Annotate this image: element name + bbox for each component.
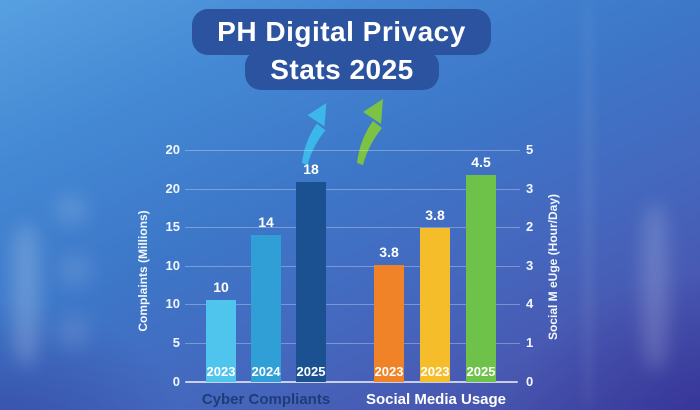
gridline-0 [185, 150, 520, 151]
bg-light-streak-right [642, 205, 668, 370]
right-axis-tick-2: 2 [526, 219, 534, 234]
title-line1: PH Digital Privacy [217, 16, 466, 47]
right-axis-tick-1: 3 [526, 180, 534, 196]
bar-value-label: 14 [258, 214, 274, 230]
group-label-0: Cyber Compliants [201, 391, 331, 408]
bar-social-media-usage-2023: 2023 [374, 265, 404, 382]
group-label-1: Social Media Usage [365, 391, 507, 408]
bar-value-label: 10 [213, 279, 229, 295]
bar-value-label: 3.8 [379, 244, 399, 260]
right-axis-tick-5: 1 [526, 334, 534, 350]
bg-bokeh-1 [55, 195, 87, 225]
title-line2: Stats 2025 [270, 54, 414, 85]
bar-value-label: 4.5 [471, 154, 491, 170]
bg-light-band-right [583, 0, 593, 410]
title-badge-line1: PH Digital Privacy [192, 9, 491, 55]
right-axis-tick-4: 4 [526, 296, 534, 311]
bg-bokeh-2 [58, 255, 92, 287]
bar-year-label: 2025 [296, 364, 326, 379]
bg-bokeh-3 [56, 315, 90, 349]
title-badge-line2: Stats 2025 [245, 50, 439, 90]
left-axis-tick-0: 20 [165, 142, 180, 157]
bar-social-media-usage-2025: 2025 [466, 175, 496, 382]
left-axis-tick-6: 0 [172, 374, 180, 389]
x-axis-baseline [185, 381, 518, 383]
bar-cyber-compliants-2023: 2023 [206, 300, 236, 382]
bar-cyber-compliants-2024: 2024 [251, 235, 281, 382]
gridline-4 [185, 304, 520, 305]
bar-year-label: 2023 [374, 364, 404, 379]
bar-value-label: 18 [303, 161, 319, 177]
left-axis-tick-4: 10 [165, 296, 180, 311]
left-axis-tick-3: 10 [165, 257, 180, 273]
bar-year-label: 2024 [251, 364, 281, 379]
gridline-1 [185, 188, 520, 190]
right-axis-tick-0: 5 [526, 142, 534, 157]
bar-value-label: 3.8 [425, 207, 445, 223]
bg-light-streak-left [12, 225, 40, 365]
up-arrow-cyan-icon [301, 103, 327, 165]
gridline-5 [185, 342, 520, 344]
left-axis-tick-2: 15 [165, 219, 180, 234]
bar-year-label: 2023 [206, 364, 236, 379]
up-arrow-green-icon [357, 99, 383, 165]
right-axis-tick-3: 3 [526, 257, 534, 273]
bar-year-label: 2025 [466, 364, 496, 379]
left-axis-tick-1: 20 [165, 180, 180, 196]
bar-cyber-compliants-2025: 2025 [296, 182, 326, 382]
bar-social-media-usage-2023: 2023 [420, 228, 450, 382]
right-axis-tick-6: 0 [526, 374, 534, 389]
left-axis-tick-5: 5 [172, 334, 180, 350]
bar-year-label: 2023 [420, 364, 450, 379]
gridline-2 [185, 227, 520, 228]
gridline-3 [185, 265, 520, 267]
